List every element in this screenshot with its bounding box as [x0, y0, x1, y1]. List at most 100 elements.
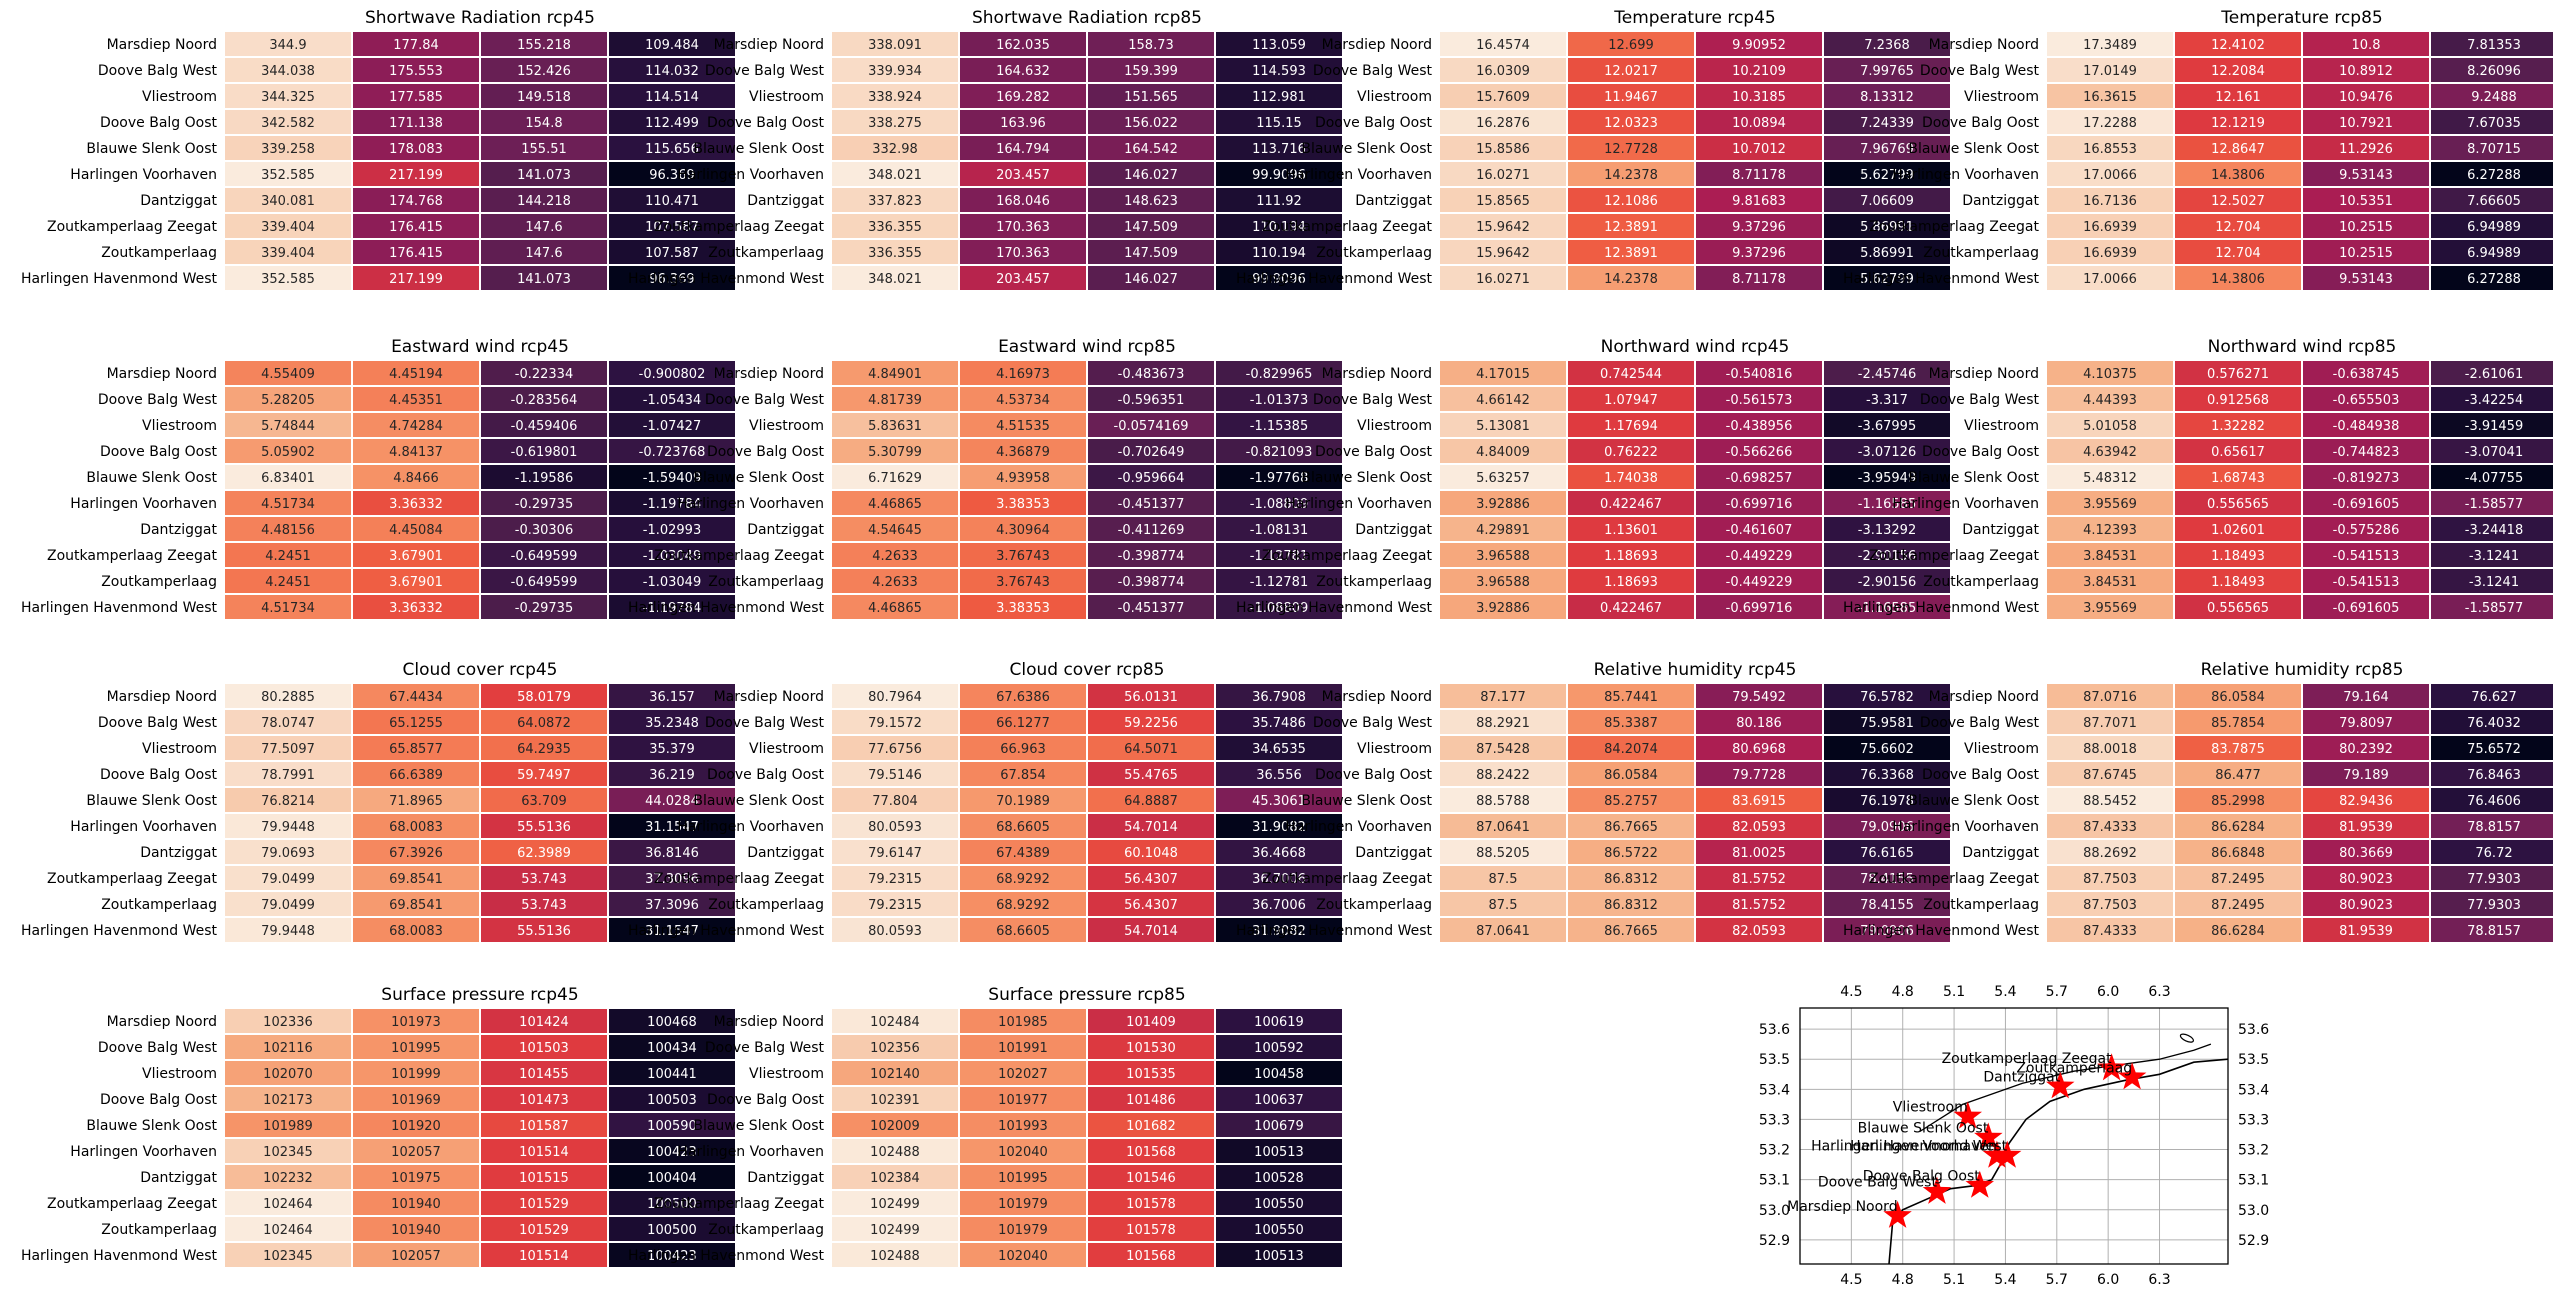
heatmap-cell: [960, 266, 1086, 290]
cell-value: -1.03049: [643, 575, 701, 590]
heatmap-cell: [225, 736, 351, 760]
row-label: Doove Balg West: [98, 63, 218, 79]
heatmap-cell: [1824, 543, 1950, 567]
heatmap-cell: [1824, 684, 1950, 708]
heatmap-cell: [481, 736, 607, 760]
cell-value: 100513: [1254, 1249, 1304, 1264]
heatmap-cell: [1696, 266, 1822, 290]
heatmap-cell: [1824, 918, 1950, 942]
heatmap-cell: [1568, 710, 1694, 734]
heatmap-cell: [1824, 110, 1950, 134]
heatmap-cell: [1088, 266, 1214, 290]
heatmap-cell: [1696, 595, 1822, 619]
cell-value: 101587: [519, 1119, 569, 1134]
heatmap-cell: [1696, 814, 1822, 838]
cell-value: 87.2495: [2211, 872, 2265, 887]
cell-value: 80.2885: [261, 690, 315, 705]
cell-value: 78.4155: [1860, 872, 1914, 887]
heatmap-cell: [2303, 240, 2429, 264]
cell-value: 4.2633: [872, 549, 918, 564]
cell-value: 3.84531: [2083, 549, 2137, 564]
heatmap-cell: [1088, 892, 1214, 916]
cell-value: 99.9096: [1252, 272, 1306, 287]
heatmap-cell: [960, 595, 1086, 619]
row-label: Doove Balg Oost: [100, 444, 218, 460]
heatmap-cell: [832, 1061, 958, 1085]
cell-value: 75.9581: [1860, 716, 1914, 731]
y-tick-label-left: 53.4: [1759, 1082, 1790, 1098]
heatmap-cell: [353, 387, 479, 411]
heatmap-panel: Northward wind rcp45 Marsdiep Noord 4.1701…: [1236, 337, 1950, 619]
cell-value: 101975: [391, 1171, 441, 1186]
heatmap-cell: [225, 1165, 351, 1189]
y-tick-label-left: 53.0: [1759, 1203, 1790, 1219]
cell-value: 10.7012: [1732, 142, 1786, 157]
cell-value: 80.6968: [1732, 742, 1786, 757]
cell-value: -0.575286: [2333, 523, 2400, 538]
heatmap-cell: [832, 1113, 958, 1137]
heatmap-cell: [1824, 188, 1950, 212]
cell-value: 101973: [391, 1015, 441, 1030]
heatmap-cell: [832, 788, 958, 812]
heatmap-cell: [1216, 762, 1342, 786]
row-label: Blauwe Slenk Oost: [86, 793, 217, 809]
heatmap-cell: [2175, 110, 2301, 134]
cell-value: -2.45746: [1858, 367, 1916, 382]
cell-value: 4.12393: [2083, 523, 2137, 538]
cell-value: 101530: [1126, 1041, 1176, 1056]
row-label: Marsdiep Noord: [1929, 37, 2039, 53]
cell-value: 53.743: [521, 872, 567, 887]
row-label: Dantziggat: [1962, 845, 2039, 861]
heatmap-cell: [1568, 684, 1694, 708]
cell-value: 101920: [391, 1119, 441, 1134]
heatmap-cell: [2303, 188, 2429, 212]
cell-value: 14.3806: [2211, 168, 2265, 183]
cell-value: 55.5136: [517, 820, 571, 835]
heatmap-cell: [1696, 491, 1822, 515]
heatmap-cell: [1216, 1035, 1342, 1059]
heatmap-cell: [225, 110, 351, 134]
heatmap-cell: [2431, 517, 2553, 541]
cell-value: 4.55409: [261, 367, 315, 382]
cell-value: 79.0499: [261, 898, 315, 913]
row-label: Blauwe Slenk Oost: [86, 141, 217, 157]
cell-value: 0.76222: [1604, 445, 1658, 460]
cell-value: 69.8541: [389, 872, 443, 887]
heatmap-cell: [609, 240, 735, 264]
cell-value: 87.4333: [2083, 820, 2137, 835]
heatmap-cell: [609, 361, 735, 385]
cell-value: 54.7014: [1124, 820, 1178, 835]
heatmap-cell: [481, 1009, 607, 1033]
heatmap-cell: [960, 1217, 1086, 1241]
cell-value: 66.1277: [996, 716, 1050, 731]
cell-value: 4.84137: [389, 445, 443, 460]
heatmap-cell: [1216, 1139, 1342, 1163]
cell-value: 81.9539: [2339, 924, 2393, 939]
cell-value: 3.96588: [1476, 575, 1530, 590]
cell-value: 59.7497: [517, 768, 571, 783]
cell-value: -1.05434: [643, 393, 701, 408]
heatmap-cell: [1440, 840, 1566, 864]
heatmap-panel: Cloud cover rcp85 Marsdiep Noord 80.7964 67…: [628, 660, 1342, 942]
heatmap-cell: [2047, 892, 2173, 916]
heatmap-cell: [2431, 162, 2553, 186]
cell-value: 102391: [870, 1093, 920, 1108]
heatmap-cell: [481, 892, 607, 916]
heatmap-cell: [2303, 266, 2429, 290]
cell-value: 88.0018: [2083, 742, 2137, 757]
cell-value: 6.27288: [2467, 272, 2521, 287]
heatmap-cell: [353, 214, 479, 238]
cell-value: 178.083: [389, 142, 443, 157]
cell-value: 67.6386: [996, 690, 1050, 705]
heatmap-cell: [1696, 188, 1822, 212]
cell-value: 101989: [263, 1119, 313, 1134]
row-label: Blauwe Slenk Oost: [1908, 793, 2039, 809]
row-label: Zoutkamperlaag Zeegat: [654, 1196, 825, 1212]
heatmap-cell: [1216, 1113, 1342, 1137]
row-label: Blauwe Slenk Oost: [1301, 793, 1432, 809]
heatmap-cell: [2175, 517, 2301, 541]
cell-value: 59.2256: [1124, 716, 1178, 731]
y-tick-label-left: 53.2: [1759, 1143, 1790, 1159]
cell-value: 112.981: [1252, 90, 1306, 105]
heatmap-cell: [960, 84, 1086, 108]
